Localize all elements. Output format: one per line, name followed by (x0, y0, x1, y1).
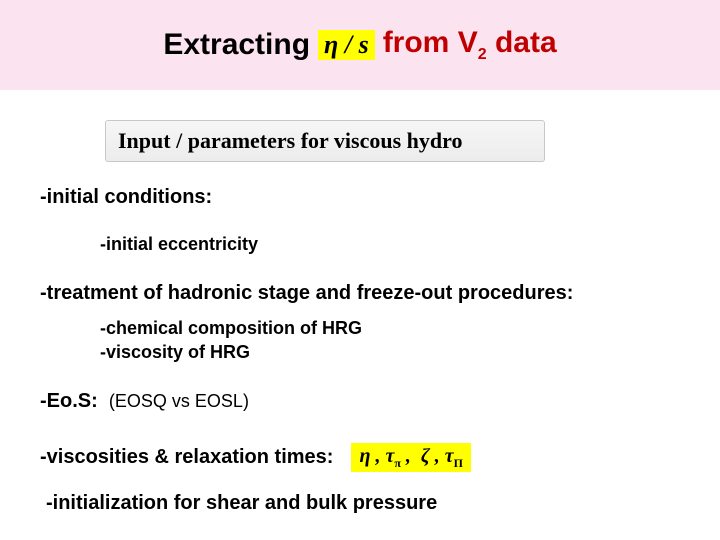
symbols-highlight: η , τπ , ζ , τΠ (351, 443, 471, 472)
eos-note: (EOSQ vs EOSL) (109, 391, 249, 411)
title-part1: Extracting (163, 28, 310, 62)
line-initial-eccentricity: -initial eccentricity (100, 233, 680, 256)
line-hadronic: -treatment of hadronic stage and freeze-… (40, 282, 680, 305)
eta-over-s-text: η / s (324, 30, 369, 59)
line-hrg2: -viscosity of HRG (100, 341, 680, 364)
title-band: Extracting η / s from V2 data (0, 0, 720, 90)
line-init-shear-bulk: -initialization for shear and bulk press… (46, 492, 680, 515)
callout-box: Input / parameters for viscous hydro (105, 120, 545, 162)
eta-over-s-highlight: η / s (318, 30, 375, 60)
title-data: data (495, 26, 557, 59)
line-visc-relax-row: -viscosities & relaxation times: η , τπ … (40, 443, 680, 472)
title-v2: V2 (458, 26, 495, 59)
callout-text: Input / parameters for viscous hydro (118, 128, 462, 153)
v2-sub: 2 (478, 46, 487, 63)
content-area: -initial conditions: -initial eccentrici… (40, 180, 680, 515)
line-initial-conditions: -initial conditions: (40, 186, 680, 209)
v2-main: V (458, 26, 478, 59)
title-from: from V2 data (383, 26, 557, 64)
visc-relax-label: -viscosities & relaxation times: (40, 446, 333, 469)
line-hrg1: -chemical composition of HRG (100, 317, 680, 340)
line-eos: -Eo.S: (EOSQ vs EOSL) (40, 390, 680, 413)
title-from-text: from (383, 26, 450, 59)
eos-label: -Eo.S: (40, 390, 98, 412)
